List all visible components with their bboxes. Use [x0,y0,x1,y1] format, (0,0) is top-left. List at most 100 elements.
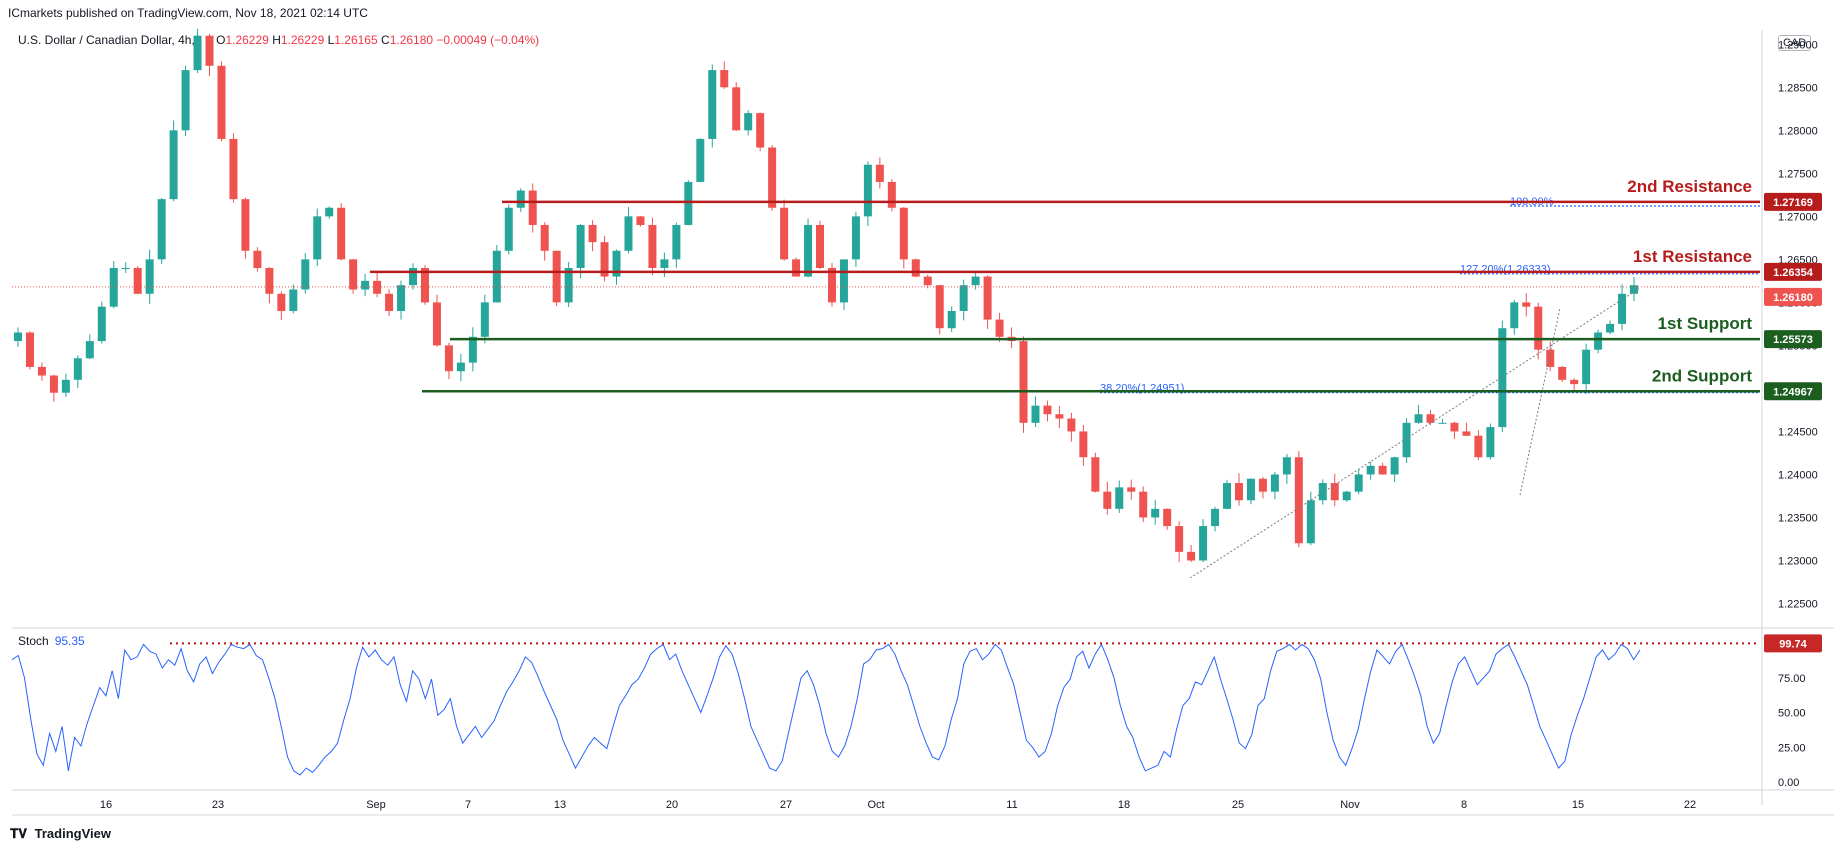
tradingview-logo-icon: 𝐓𝐕 [10,826,27,841]
candle-body [1594,332,1603,350]
candle-body [25,332,34,367]
candle-body [13,332,22,342]
candle-body [1246,478,1255,501]
candle-body [169,130,178,200]
candle-body [612,250,621,277]
price-tick-label: 1.28000 [1778,125,1818,137]
level-price-value: 1.26354 [1773,267,1814,279]
candle-body [792,259,801,277]
candle-body [1199,526,1208,561]
candle-body [1031,405,1040,423]
publish-header: ICmarkets published on TradingView.com, … [8,6,368,20]
candle-body [588,224,597,243]
candle-body [301,259,310,290]
candle-body [1115,487,1124,509]
candle-body [277,293,286,311]
candle-body [648,224,657,268]
candle-body [1390,457,1399,475]
high-value: 1.26229 [280,33,325,47]
candle-body [193,35,202,71]
candle-body [1151,508,1160,518]
candle-body [552,250,561,303]
candle-body [1414,414,1423,423]
candle-body [1582,349,1591,385]
time-tick-label: 27 [780,799,792,811]
stoch-legend: Stoch 95.35 [18,634,85,648]
candle-body [672,224,681,260]
time-tick-label: 20 [666,799,678,811]
high-label: H [272,33,281,47]
fib-level-label: 38.20%(1.24951) [1100,383,1184,395]
close-value: 1.26180 [389,33,434,47]
brand[interactable]: 𝐓𝐕 TradingView [10,826,111,842]
candle-body [564,267,573,303]
candle-body [708,70,717,139]
candle-body [1103,491,1112,509]
fib-level-label: 127.20%(1.26333) [1460,264,1551,276]
candle-body [1234,483,1243,501]
level-price-value: 1.24967 [1773,386,1813,398]
candle-body [361,280,370,290]
stoch-marker-value: 99.74 [1779,638,1807,650]
candle-body [768,147,777,208]
time-tick-label: 22 [1684,799,1696,811]
candle-body [1618,293,1627,324]
candle-body [1055,414,1064,419]
open-label: O [216,33,226,47]
candle-body [1294,457,1303,544]
low-value: 1.26165 [334,33,378,47]
candle-body [1546,349,1555,367]
candle-body [1366,465,1375,475]
candle-body [444,345,453,372]
stoch-tick-label: 75.00 [1778,673,1806,685]
candle-body [1630,285,1639,294]
candle-body [349,259,358,290]
candle-body [959,285,968,311]
candle-body [744,113,753,131]
time-tick-label: 13 [554,799,566,811]
candle-body [409,267,418,286]
time-tick-label: 8 [1461,799,1467,811]
last-price-tag [1764,287,1822,306]
symbol-name[interactable]: U.S. Dollar / Canadian Dollar, 4h, [18,33,195,47]
candle-body [37,366,46,376]
candle-body [1354,474,1363,492]
brand-name: TradingView [34,826,111,841]
currency-button[interactable]: CAD [1778,35,1812,51]
level-label-support: 2nd Support [1652,366,1752,385]
level-price-tag [1764,192,1822,211]
stoch-tick-label: 25.00 [1778,742,1806,754]
price-tick-label: 1.24000 [1778,469,1818,481]
candle-body [1510,302,1519,329]
candle-body [1187,551,1196,561]
candle-body [373,280,382,294]
time-tick-label: Oct [867,799,884,811]
candle-body [97,306,106,342]
time-tick-label: 16 [100,799,112,811]
candle-body [265,267,274,294]
candle-body [528,190,537,225]
candle-body [696,138,705,182]
candle-body [1522,302,1531,307]
price-tick-label: 1.27000 [1778,211,1818,223]
candle-body [73,358,82,380]
candle-body [205,35,214,66]
price-tick-label: 1.28500 [1778,82,1818,94]
price-tick-label: 1.29000 [1778,39,1818,51]
candle-body [1534,306,1543,350]
candle-body [1318,483,1327,501]
level-label-support: 1st Support [1658,314,1753,333]
last-price-value: 1.26180 [1773,292,1813,304]
candle-body [456,362,465,372]
candle-body [1091,457,1100,492]
time-tick-label: 25 [1232,799,1244,811]
candle-body [61,379,70,393]
level-price-tag [1764,382,1822,401]
level-label-resistance: 2nd Resistance [1627,177,1752,196]
level-price-tag [1764,262,1822,281]
candle-body [911,259,920,277]
price-tick-label: 1.23500 [1778,512,1818,524]
stoch-tick-label: 0.00 [1778,777,1799,789]
candle-body [468,336,477,363]
